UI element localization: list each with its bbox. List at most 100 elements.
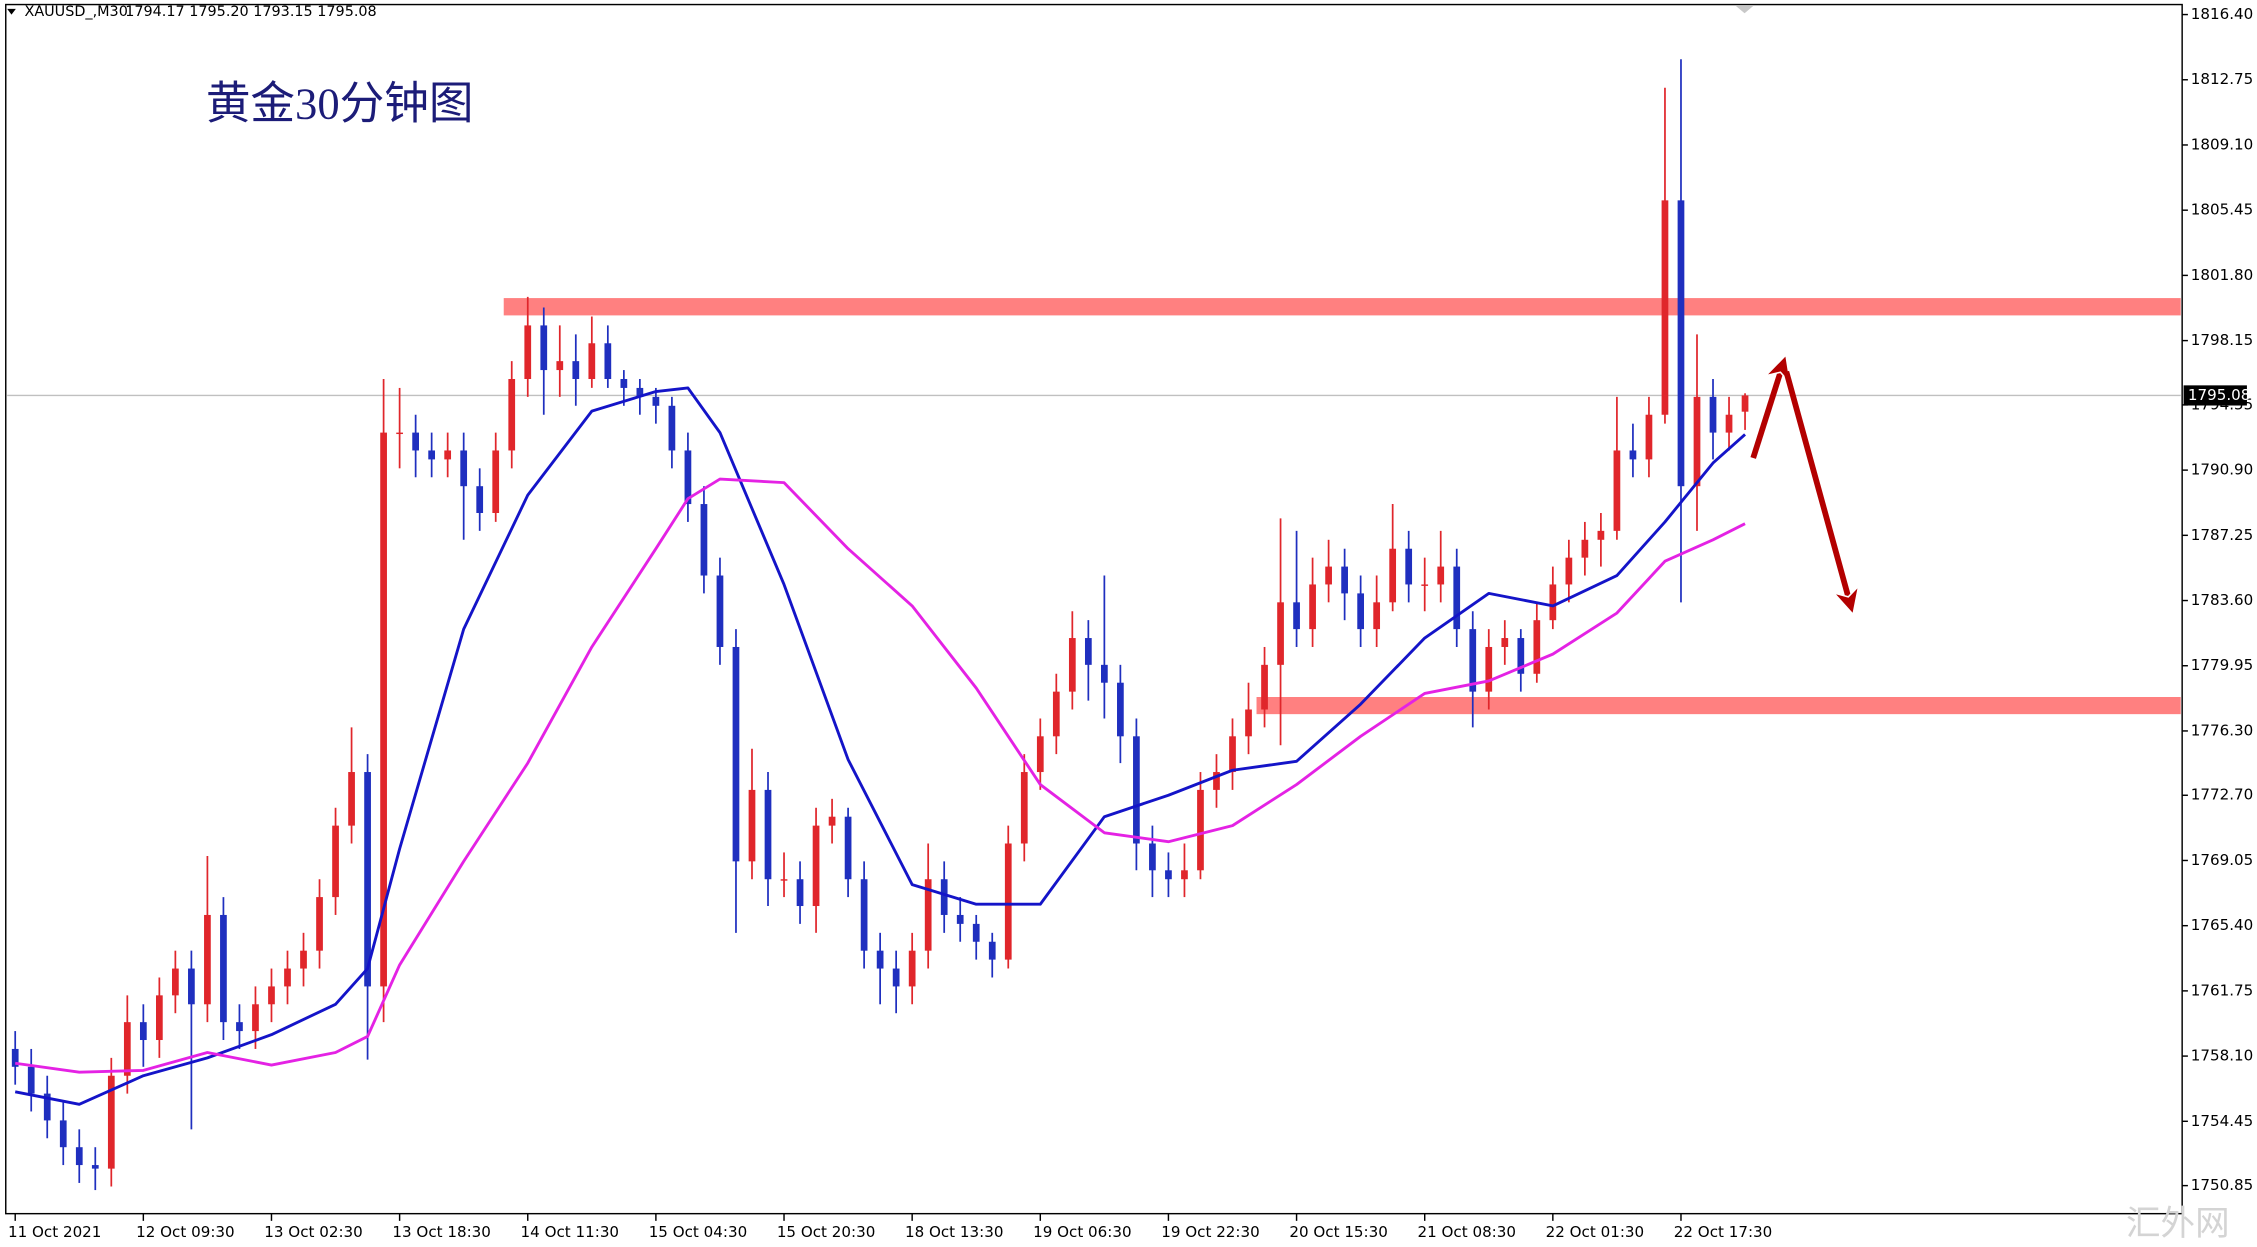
candle-body	[1421, 584, 1429, 586]
candle-body	[652, 396, 660, 406]
candle-body	[172, 968, 179, 996]
candle-body	[1533, 620, 1541, 674]
candle-body	[1597, 530, 1605, 540]
candle-body	[460, 450, 468, 487]
candle-body	[796, 879, 804, 907]
candle-body	[188, 968, 195, 1005]
candle-body	[1149, 843, 1156, 871]
candle-body	[1565, 557, 1573, 585]
candle-body	[972, 923, 980, 942]
price-zone	[1256, 697, 2181, 715]
candle-body	[1245, 709, 1252, 737]
candle-body	[1309, 584, 1316, 630]
candle-body	[1693, 396, 1701, 487]
candle-body	[300, 950, 307, 969]
y-tick-label: 1805.45	[2191, 201, 2253, 219]
candle-body	[988, 941, 996, 960]
candle-body	[844, 816, 852, 880]
candle-body	[107, 1075, 115, 1169]
candle-body	[508, 379, 516, 451]
candle-body	[444, 450, 452, 460]
candle-body	[1052, 691, 1060, 737]
x-tick-label: 22 Oct 17:30	[1674, 1223, 1773, 1241]
candle-body	[892, 968, 900, 987]
candle-body	[1341, 566, 1348, 594]
candle-body	[1213, 772, 1220, 790]
plot	[7, 59, 2181, 1191]
y-tick-label: 1783.60	[2191, 591, 2253, 609]
x-tick-label: 22 Oct 01:30	[1546, 1223, 1645, 1241]
x-tick-label: 15 Oct 04:30	[649, 1223, 747, 1241]
candle-body	[43, 1093, 51, 1121]
candle-body	[908, 950, 916, 987]
header-icon	[7, 8, 16, 15]
x-tick-label: 13 Oct 18:30	[392, 1223, 491, 1241]
moving-average-line	[15, 477, 1746, 1074]
candle-body	[1725, 414, 1733, 433]
candle-body	[1661, 200, 1669, 415]
candle-body	[572, 361, 580, 380]
candle-body	[220, 914, 227, 1023]
candle-body	[716, 575, 724, 647]
candle-body	[732, 646, 740, 862]
candle-body	[1485, 646, 1493, 692]
candle-body	[332, 825, 339, 898]
y-tick-label: 1754.45	[2191, 1112, 2253, 1130]
candle-body	[1469, 629, 1477, 692]
x-tick-label: 21 Oct 08:30	[1418, 1223, 1517, 1241]
y-tick-label: 1812.75	[2191, 70, 2253, 88]
candle-body	[780, 879, 788, 881]
candle-body	[1261, 664, 1268, 710]
candle-body	[1741, 395, 1749, 412]
candle-body	[1277, 602, 1284, 665]
candle-body	[412, 432, 419, 451]
candle-body	[1709, 396, 1717, 433]
candle-body	[1501, 638, 1509, 647]
candle-body	[1068, 638, 1076, 692]
candle-body	[524, 325, 532, 380]
candle-body	[1437, 566, 1445, 585]
y-tick-label: 1816.40	[2191, 5, 2253, 23]
y-tick-label: 1772.70	[2191, 786, 2253, 804]
candle-body	[764, 789, 772, 880]
zones	[503, 298, 2181, 715]
candle-body	[252, 1004, 259, 1032]
shift-marker	[1735, 5, 1754, 14]
candle-body	[1117, 682, 1124, 737]
candle-body	[1453, 566, 1461, 630]
candle-body	[380, 432, 387, 987]
last-price-box	[2183, 385, 2247, 406]
candle-body	[492, 450, 500, 513]
candle-body	[1181, 870, 1188, 880]
candle-body	[348, 772, 355, 826]
candle-body	[236, 1022, 243, 1032]
candle-body	[1549, 584, 1557, 621]
candle-body	[1629, 450, 1637, 460]
y-tick-label: 1790.90	[2191, 461, 2253, 479]
chart-title: 黄金30分钟图	[206, 78, 474, 128]
candle-body	[828, 816, 836, 826]
x-tick-label: 14 Oct 11:30	[521, 1223, 620, 1241]
x-tick-label: 19 Oct 06:30	[1033, 1223, 1132, 1241]
candle-body	[1517, 638, 1525, 674]
candle-body	[11, 1048, 19, 1067]
y-tick-label: 1787.25	[2191, 526, 2253, 544]
candle-body	[1165, 870, 1172, 880]
price-zone	[503, 298, 2181, 316]
y-tick-label: 1779.95	[2191, 656, 2253, 674]
y-tick-label: 1809.10	[2191, 135, 2253, 153]
y-tick-label: 1750.85	[2191, 1176, 2253, 1194]
candle-body	[364, 772, 371, 987]
candle-body	[123, 1022, 131, 1076]
candle-body	[155, 995, 163, 1041]
candle-body	[636, 387, 644, 397]
candle-body	[588, 343, 596, 380]
y-tick-label: 1769.05	[2191, 851, 2253, 869]
y-tick-label: 1765.40	[2191, 916, 2253, 934]
candle-body	[940, 879, 948, 915]
candle-body	[700, 504, 708, 576]
candle-body	[1229, 736, 1236, 773]
candle-body	[1389, 548, 1397, 603]
y-tick-label: 1776.30	[2191, 721, 2253, 739]
